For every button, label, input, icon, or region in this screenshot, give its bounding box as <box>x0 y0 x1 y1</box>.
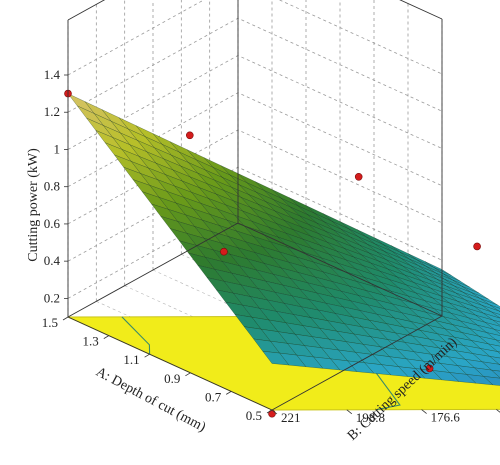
z-tick-label: 0.2 <box>44 290 60 305</box>
z-tick-label: 1.4 <box>44 67 61 82</box>
x-tick-label: 1.3 <box>83 334 99 349</box>
tick-labels: 0.20.40.60.811.21.41.51.31.10.90.70.5110… <box>42 67 500 425</box>
y-tick <box>421 409 427 414</box>
x-tick-label: 1.1 <box>123 352 139 367</box>
x-tick-label: 0.7 <box>205 389 222 404</box>
x-axis-title: A: Depth of cut (mm) <box>93 365 208 436</box>
x-tick <box>103 335 110 339</box>
surface-patch <box>499 310 500 312</box>
surface-patch <box>474 306 500 319</box>
grid-line-z <box>67 17 443 113</box>
surface-patch <box>485 322 500 331</box>
surface-patch <box>491 369 500 378</box>
surface-patch <box>474 367 500 379</box>
y-tick-label: 198.8 <box>356 410 385 425</box>
surface-patch <box>489 304 500 312</box>
z-tick-label: 1 <box>54 141 61 156</box>
surface-patch <box>483 313 500 323</box>
z-tick-label: 0.4 <box>44 253 61 268</box>
y-tick <box>271 409 278 415</box>
axis-frame <box>67 0 443 411</box>
surface-patch <box>475 315 500 327</box>
surface-patch <box>486 332 500 341</box>
surface-patch <box>483 376 500 386</box>
surface-patch <box>492 319 500 326</box>
surface-patch <box>496 339 500 344</box>
x-tick-label: 1.5 <box>42 315 58 330</box>
floor-contour <box>121 316 151 355</box>
z-tick-label: 1.2 <box>44 104 60 119</box>
surface-patch <box>479 336 500 347</box>
x-tick <box>62 316 69 321</box>
design-point <box>473 242 481 251</box>
design-point <box>220 247 228 256</box>
x-tick <box>144 353 150 358</box>
x-tick <box>225 391 232 395</box>
frame-edge <box>237 222 443 317</box>
surface-patch <box>481 361 500 372</box>
grid-line-z <box>67 0 443 76</box>
design-point <box>186 131 194 140</box>
z-tick-label: 0.6 <box>44 216 61 231</box>
response-surface <box>67 93 500 386</box>
frame-edge <box>67 222 239 318</box>
x-tick-label: 0.9 <box>164 371 180 386</box>
z-axis-title: Cutting power (kW) <box>26 148 41 262</box>
frame-top-edge <box>67 0 443 21</box>
x-tick-label: 0.5 <box>246 408 262 423</box>
y-tick <box>496 409 500 413</box>
y-tick-label: 176.6 <box>431 410 461 425</box>
surface-patch <box>494 329 500 334</box>
frame-edge <box>271 315 443 411</box>
surface-patch <box>489 356 500 365</box>
x-tick <box>266 409 273 414</box>
surface-patch <box>491 311 500 319</box>
surface-patch <box>477 325 500 336</box>
frame-edge <box>67 316 273 411</box>
surface-patch <box>480 298 500 309</box>
y-tick-label: 221 <box>281 410 301 425</box>
surface-patch <box>497 351 500 354</box>
surface-patch <box>482 305 500 315</box>
design-point <box>425 364 434 373</box>
y-tick <box>346 409 353 415</box>
z-tick-label: 0.8 <box>44 179 60 194</box>
surface-patch <box>480 348 500 359</box>
x-tick <box>185 372 191 377</box>
design-point <box>354 173 363 181</box>
